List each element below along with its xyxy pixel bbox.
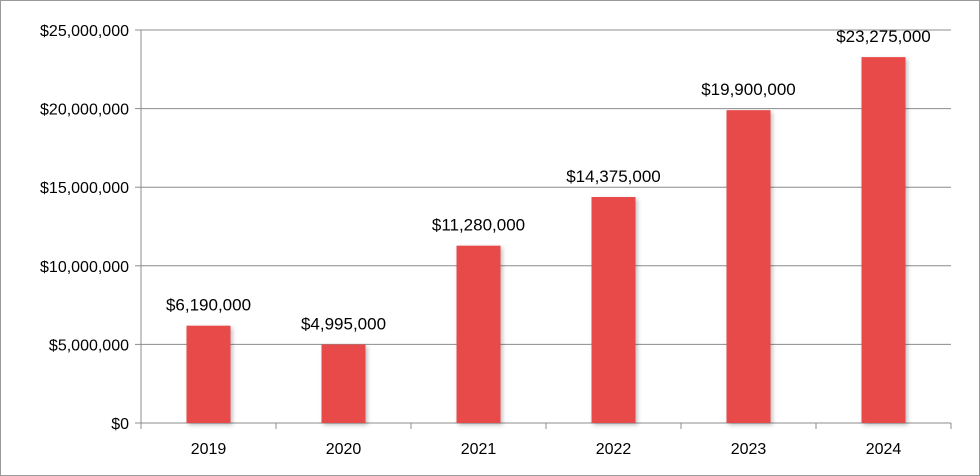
bar-2019 <box>186 325 231 423</box>
data-label-2020: $4,995,000 <box>301 314 386 333</box>
bar-2021 <box>456 245 501 423</box>
y-tick-label: $10,000,000 <box>40 259 129 276</box>
data-label-2023: $19,900,000 <box>701 80 796 99</box>
y-tick-label: $20,000,000 <box>40 102 129 119</box>
bar-2022 <box>591 197 636 423</box>
bar-2020 <box>321 344 366 423</box>
y-tick-label: $25,000,000 <box>40 23 129 40</box>
x-tick-label: 2024 <box>866 441 902 458</box>
gridlines <box>141 29 951 424</box>
bar-2024 <box>861 57 906 423</box>
data-label-2022: $14,375,000 <box>566 167 661 186</box>
x-tick-label: 2021 <box>461 441 497 458</box>
y-tick-label: $15,000,000 <box>40 180 129 197</box>
bars <box>186 57 906 423</box>
data-labels: $6,190,000 $4,995,000 $11,280,000 $14,375,0… <box>166 27 931 333</box>
data-label-2024: $23,275,000 <box>836 27 931 46</box>
x-tick-label: 2020 <box>326 441 362 458</box>
x-axis: 2019 2020 2021 2022 2023 2024 <box>140 423 952 458</box>
y-axis: $0 $5,000,000 $10,000,000 $15,000,000 $20,00… <box>40 23 142 433</box>
x-tick-label: 2019 <box>191 441 227 458</box>
data-label-2021: $11,280,000 <box>432 216 525 235</box>
x-tick-label: 2022 <box>596 441 632 458</box>
x-tick-label: 2023 <box>731 441 767 458</box>
y-tick-label: $0 <box>111 416 129 433</box>
bar-2023 <box>726 110 771 423</box>
data-label-2019: $6,190,000 <box>166 296 251 315</box>
y-tick-label: $5,000,000 <box>49 337 129 354</box>
